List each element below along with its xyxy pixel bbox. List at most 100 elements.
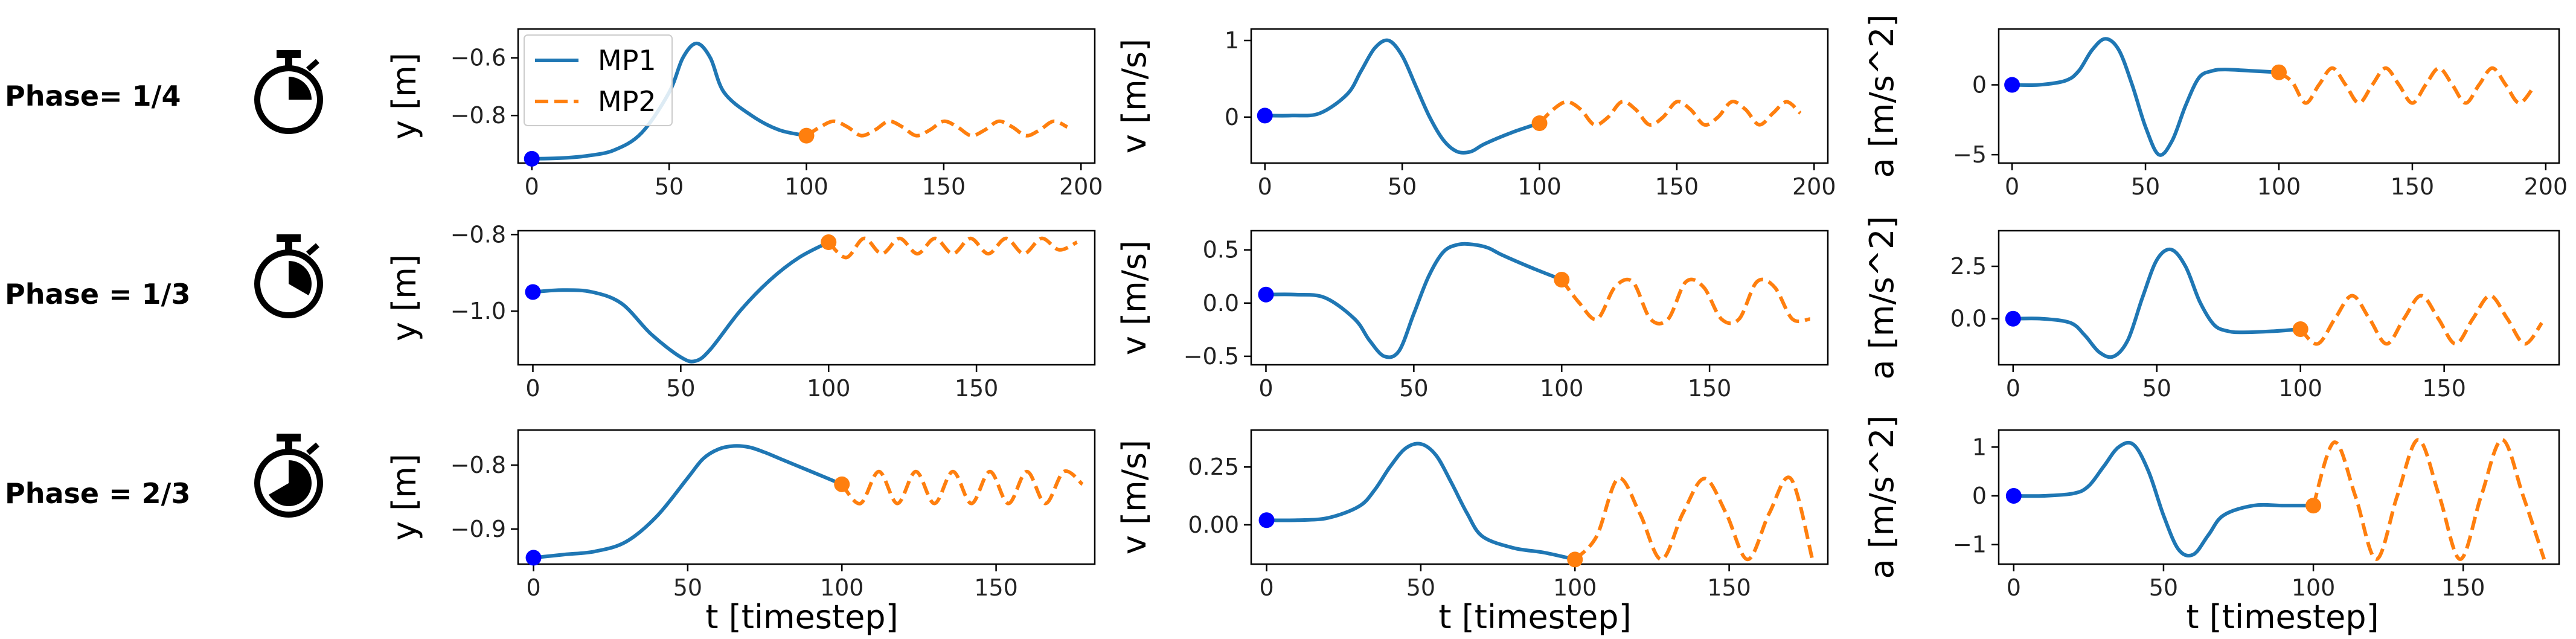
plot-frame xyxy=(1998,230,2560,366)
chart-panel: 0 50 100 150 200 0 1 v [m/s] xyxy=(1115,27,1836,200)
x-tick-label: 0 xyxy=(2007,574,2021,601)
stopwatch-button xyxy=(306,442,319,455)
plot-frame xyxy=(1250,230,1829,366)
y-tick-label: −0.8 xyxy=(450,102,506,129)
plot-area xyxy=(1266,442,1815,562)
x-tick-label: 150 xyxy=(955,375,999,402)
y-axis-title: y [m] xyxy=(385,454,423,541)
x-tick-label: 150 xyxy=(1688,375,1732,402)
stopwatch-crown xyxy=(277,50,301,58)
y-tick-label: −5 xyxy=(1953,141,1987,168)
series-line-mp2 xyxy=(1574,475,1815,562)
y-tick-label: −0.9 xyxy=(450,516,506,542)
start-point xyxy=(525,284,541,300)
start-point xyxy=(2005,487,2022,504)
plot-area xyxy=(2013,438,2546,561)
chart-panel: 0 50 100 150 −0.5 0.0 0.5 v [m/s] xyxy=(1115,230,1829,402)
chart-panel: 0 50 100 150 200 −5 0 a [m/s^2] xyxy=(1863,14,2568,200)
end-point xyxy=(834,476,850,492)
end-point xyxy=(1531,115,1548,132)
start-point xyxy=(525,550,542,566)
y-tick-label: 1 xyxy=(1972,434,1987,460)
series-line-mp2 xyxy=(827,236,1078,260)
x-tick-label: 200 xyxy=(1792,173,1836,200)
series-line-mp1 xyxy=(2013,440,2314,557)
row-labels: Phase= 1/4 Phase = 1/3 Phase = 2/3 xyxy=(5,80,190,510)
plot-area xyxy=(1264,38,1802,155)
x-axis-title: t [timestep] xyxy=(1438,598,1631,636)
x-tick-label: 50 xyxy=(1388,173,1417,200)
plot-frame xyxy=(517,230,1096,366)
x-axis-title: t [timestep] xyxy=(705,598,898,636)
series-line-mp2 xyxy=(2312,438,2546,561)
start-point xyxy=(524,150,540,167)
series-line-mp1 xyxy=(1266,242,1563,359)
y-axis-title: v [m/s] xyxy=(1115,240,1153,355)
stopwatch-fill xyxy=(289,261,312,295)
x-tick-label: 100 xyxy=(807,375,851,402)
chart-panel: 0 50 100 150 −1.0 −0.8 y [m] xyxy=(385,221,1096,402)
series-line-mp2 xyxy=(840,469,1084,506)
start-point xyxy=(1258,512,1275,528)
y-axis-title: a [m/s^2] xyxy=(1863,416,1901,579)
plot-frame xyxy=(1250,28,1829,164)
x-tick-label: 50 xyxy=(1406,574,1435,601)
x-tick-label: 100 xyxy=(784,173,828,200)
y-tick-label: 2.5 xyxy=(1950,253,1987,280)
x-tick-label: 200 xyxy=(2524,173,2568,200)
stopwatch-crown xyxy=(277,234,301,242)
series-line-mp2 xyxy=(2299,294,2543,346)
x-tick-label: 100 xyxy=(2278,375,2322,402)
series-line-mp1 xyxy=(1266,442,1575,562)
series-line-mp1 xyxy=(2012,37,2280,157)
x-tick-label: 50 xyxy=(2142,375,2171,402)
phase-label: Phase = 1/3 xyxy=(5,278,190,310)
x-tick-label: 0 xyxy=(1259,574,1274,601)
chart-panel: 0 50 100 150 0.0 2.5 a [m/s^2] xyxy=(1863,216,2560,402)
plot-area xyxy=(531,41,1068,161)
x-tick-label: 200 xyxy=(1059,173,1103,200)
start-point xyxy=(2005,310,2021,327)
y-axis-title: v [m/s] xyxy=(1115,39,1153,153)
series-line-mp2 xyxy=(1538,100,1802,127)
stopwatch-icon xyxy=(254,234,323,318)
plot-area xyxy=(1266,242,1811,359)
plot-frame xyxy=(1998,28,2560,164)
end-point xyxy=(1567,551,1583,568)
y-axis-title: a [m/s^2] xyxy=(1863,216,1901,380)
y-tick-label: −1 xyxy=(1953,531,1987,558)
stopwatch-button xyxy=(306,59,319,72)
end-point xyxy=(798,127,815,144)
y-tick-label: −0.6 xyxy=(450,45,506,71)
x-tick-label: 50 xyxy=(1399,375,1428,402)
y-tick-label: 0.00 xyxy=(1188,512,1239,538)
stopwatch-crown xyxy=(277,434,301,442)
x-tick-label: 150 xyxy=(2441,574,2485,601)
x-tick-label: 0 xyxy=(1258,173,1272,200)
y-tick-label: 0.0 xyxy=(1203,290,1239,316)
plot-frame xyxy=(1998,429,2560,565)
x-tick-label: 0 xyxy=(525,173,539,200)
series-line-mp2 xyxy=(1560,277,1811,326)
x-axis-title: t [timestep] xyxy=(2186,598,2379,636)
chart-panel: 0 50 100 150 −1 0 1 a [m/s^2] xyxy=(1863,416,2560,601)
chart-panel: 0 50 100 150 −0.9 −0.8 y [m] xyxy=(385,429,1096,601)
x-tick-label: 150 xyxy=(1655,173,1699,200)
y-axis-title: a [m/s^2] xyxy=(1863,14,1901,178)
y-tick-label: 0.25 xyxy=(1188,454,1239,480)
y-tick-label: −1.0 xyxy=(450,298,506,324)
plot-area xyxy=(533,236,1078,364)
x-tick-label: 100 xyxy=(2257,173,2301,200)
x-tick-label: 150 xyxy=(922,173,966,200)
stopwatch-fill xyxy=(269,460,312,506)
start-point xyxy=(2004,77,2020,93)
series-line-mp1 xyxy=(533,444,843,560)
x-tick-label: 0 xyxy=(525,375,540,402)
x-tick-label: 50 xyxy=(2149,574,2178,601)
x-tick-label: 150 xyxy=(2422,375,2466,402)
y-axis-title: v [m/s] xyxy=(1115,440,1153,554)
x-tick-label: 50 xyxy=(673,574,702,601)
plot-area xyxy=(2013,247,2543,359)
